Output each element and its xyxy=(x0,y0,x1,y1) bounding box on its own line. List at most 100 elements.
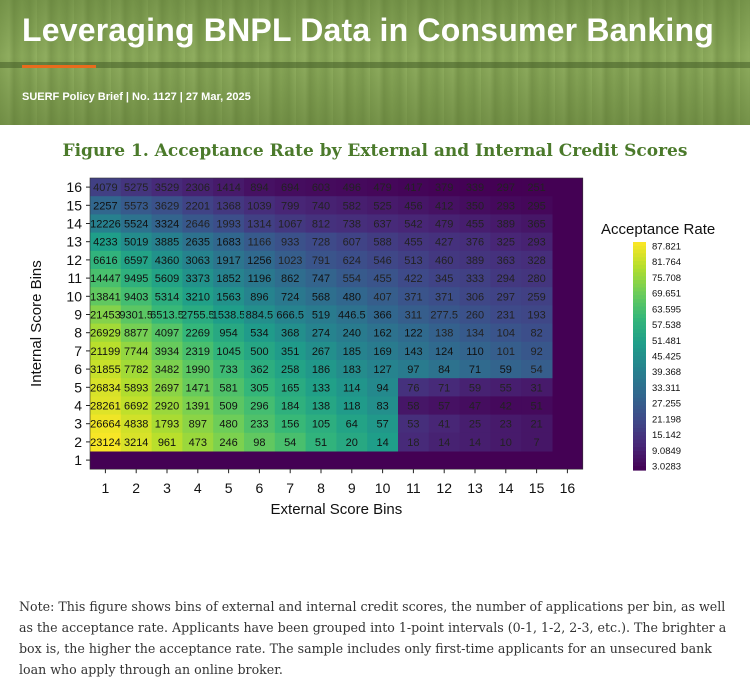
cell-count-label: 4360 xyxy=(155,255,179,267)
heatmap-cell xyxy=(490,378,522,397)
cell-count-label: 26834 xyxy=(90,382,121,394)
heatmap-cell xyxy=(305,287,337,306)
heatmap-cell xyxy=(398,178,430,197)
cell-count-label: 3934 xyxy=(155,346,179,358)
cell-count-label: 260 xyxy=(466,310,484,322)
cell-count-label: 25 xyxy=(469,419,481,431)
cell-count-label: 1993 xyxy=(216,219,240,231)
heatmap-cell xyxy=(120,232,153,252)
cell-count-label: 455 xyxy=(373,273,391,285)
cell-count-label: 1368 xyxy=(216,200,240,212)
x-tick-label: 15 xyxy=(529,480,545,496)
cell-count-label: 94 xyxy=(376,382,388,394)
heatmap-cell xyxy=(459,378,491,397)
heatmap-cell xyxy=(367,378,399,397)
heatmap-cell xyxy=(90,305,122,325)
colorbar-segment xyxy=(633,318,646,323)
heatmap-cell xyxy=(398,287,430,306)
cell-count-label: 5893 xyxy=(124,382,148,394)
cell-count-label: 568 xyxy=(312,291,330,303)
colorbar-segment xyxy=(633,280,646,285)
heatmap-cell xyxy=(521,414,553,434)
cell-count-label: 21 xyxy=(530,419,542,431)
y-tick-label: 14 xyxy=(66,216,82,232)
heatmap-cell xyxy=(367,414,399,434)
cell-count-label: 519 xyxy=(312,310,330,322)
colorbar-tick-label: 39.368 xyxy=(652,367,681,378)
cell-count-label: 417 xyxy=(404,182,422,194)
cell-count-label: 1793 xyxy=(155,419,179,431)
y-tick-label: 6 xyxy=(74,361,82,377)
cell-count-label: 169 xyxy=(373,346,391,358)
heatmap-cell xyxy=(428,178,461,197)
cell-count-label: 1391 xyxy=(186,401,210,413)
heatmap-cell xyxy=(367,305,399,325)
heatmap-cell xyxy=(490,305,522,325)
cell-count-label: 21453 xyxy=(90,310,121,322)
heatmap-cell xyxy=(490,341,522,361)
heatmap-cell xyxy=(459,432,491,452)
heatmap-cell xyxy=(90,341,122,361)
heatmap-cell xyxy=(90,323,122,343)
heatmap-cell xyxy=(213,196,245,215)
heatmap-cell xyxy=(490,360,522,379)
cell-count-label: 7744 xyxy=(124,346,148,358)
cell-count-label: 14 xyxy=(469,437,481,449)
cell-count-label: 18 xyxy=(407,437,419,449)
heatmap-cell xyxy=(274,287,307,306)
heatmap-cell xyxy=(367,178,399,197)
cell-count-label: 101 xyxy=(497,346,515,358)
colorbar-segment xyxy=(633,333,646,338)
heatmap-cell xyxy=(274,414,307,434)
x-tick-label: 2 xyxy=(132,480,140,496)
cell-count-label: 791 xyxy=(312,255,330,267)
cell-count-label: 862 xyxy=(281,273,299,285)
cell-count-label: 10 xyxy=(500,437,512,449)
heatmap-cell xyxy=(244,269,276,288)
heatmap-cell xyxy=(90,378,122,397)
colorbar-tick-label: 57.538 xyxy=(652,320,681,331)
cell-count-label: 933 xyxy=(281,237,299,249)
colorbar-tick-label: 45.425 xyxy=(652,352,681,363)
colorbar-segment xyxy=(633,466,646,471)
cell-count-label: 31855 xyxy=(90,364,121,376)
cell-count-label: 480 xyxy=(343,291,361,303)
heatmap-cell xyxy=(182,269,214,288)
heatmap-cell xyxy=(182,378,214,397)
heatmap-cell xyxy=(213,287,245,306)
heatmap-cell xyxy=(90,232,122,252)
colorbar-segment xyxy=(633,375,646,380)
cell-count-label: 455 xyxy=(466,219,484,231)
heatmap-cell xyxy=(521,305,553,325)
cell-count-label: 162 xyxy=(373,328,391,340)
heatmap-cell xyxy=(398,414,430,434)
cell-count-label: 23124 xyxy=(90,437,121,449)
colorbar-segment xyxy=(633,447,646,452)
heatmap-cell xyxy=(398,269,430,288)
cell-count-label: 666.5 xyxy=(276,310,304,322)
heatmap-cell xyxy=(120,378,153,397)
cell-count-label: 21199 xyxy=(91,346,121,358)
heatmap-cell xyxy=(213,269,245,288)
cell-count-label: 747 xyxy=(312,273,330,285)
cell-count-label: 738 xyxy=(343,219,361,231)
cell-count-label: 328 xyxy=(527,255,545,267)
colorbar-title: Acceptance Rate xyxy=(601,221,715,238)
cell-count-label: 42 xyxy=(500,401,512,413)
y-tick-label: 11 xyxy=(67,270,82,286)
y-tick-label: 13 xyxy=(66,234,82,250)
cell-count-label: 295 xyxy=(527,200,545,212)
heatmap-cell xyxy=(490,269,522,288)
colorbar-tick-label: 69.651 xyxy=(652,289,681,300)
heatmap-cell xyxy=(428,360,461,379)
cell-count-label: 23 xyxy=(500,419,512,431)
heatmap-cell xyxy=(305,305,337,325)
heatmap-cell xyxy=(90,178,122,197)
heatmap-cell xyxy=(428,250,461,270)
heatmap-cell xyxy=(336,178,368,197)
heatmap-cell xyxy=(490,287,522,306)
colorbar-segment xyxy=(633,329,646,334)
heatmap-cell xyxy=(151,414,183,434)
cell-count-label: 588 xyxy=(373,237,391,249)
heatmap-cell xyxy=(367,196,399,215)
